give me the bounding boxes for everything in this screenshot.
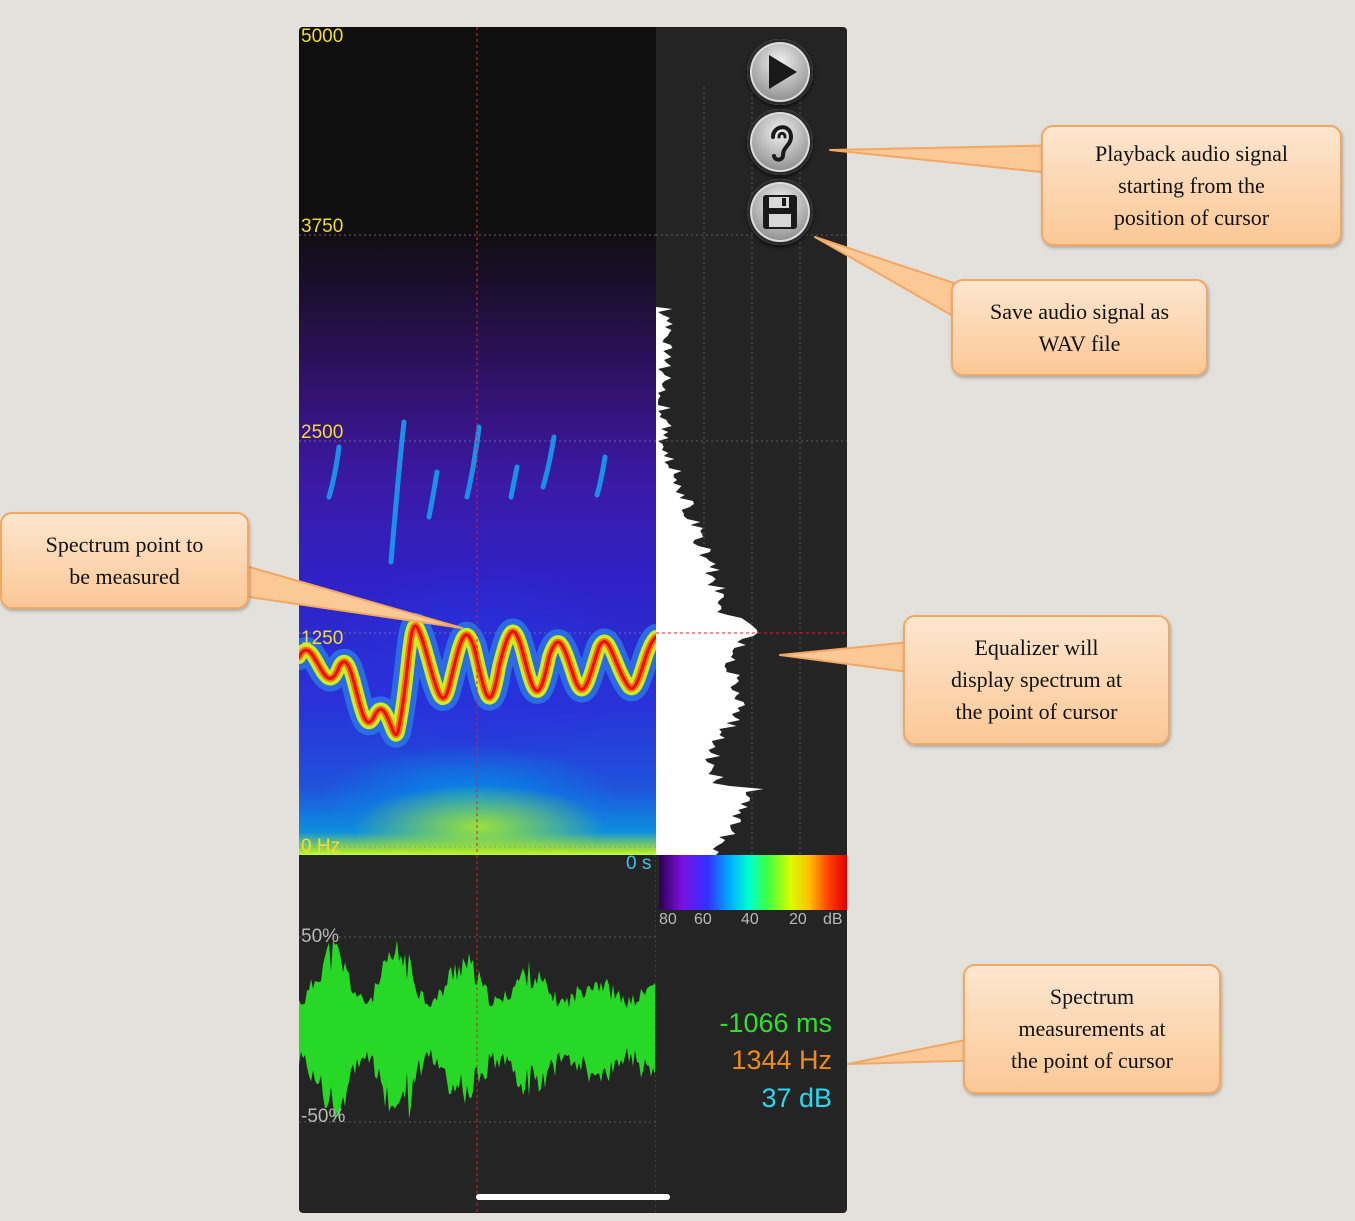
- db-label-40: 40: [741, 911, 759, 928]
- playback-callout: Playback audio signal starting from the …: [1041, 125, 1342, 246]
- spectrum-ridge: [299, 612, 656, 748]
- db-label-60: 60: [694, 911, 712, 928]
- harmonic-streaks: [326, 419, 608, 565]
- freq-label-0hz: 0 Hz: [301, 836, 341, 855]
- freq-label-1250: 1250: [301, 628, 344, 649]
- save-callout: Save audio signal as WAV file: [951, 279, 1208, 376]
- floppy-disk-icon: [763, 195, 797, 229]
- amplitude-label-top: 50%: [301, 926, 340, 947]
- play-icon: [769, 55, 797, 89]
- freq-label-2500: 2500: [301, 422, 344, 443]
- playback-callout-pointer: [829, 144, 1071, 176]
- analyzer-app: 5000 3750 2500 1250 0 Hz: [299, 27, 847, 1213]
- measure-frequency: 1344 Hz: [731, 1045, 832, 1075]
- equalizer-callout: Equalizer will display spectrum at the p…: [903, 615, 1170, 745]
- measure-time: -1066 ms: [719, 1008, 832, 1038]
- spectrum-point-callout: Spectrum point to be measured: [0, 512, 249, 609]
- home-indicator[interactable]: [476, 1194, 670, 1200]
- spectrogram-overlay: [299, 27, 656, 855]
- db-label-80: 80: [659, 911, 677, 928]
- spectrogram[interactable]: 5000 3750 2500 1250 0 Hz: [299, 27, 656, 855]
- save-button[interactable]: [747, 179, 813, 245]
- waveform[interactable]: [299, 855, 656, 1213]
- freq-label-5000: 5000: [301, 27, 344, 47]
- equalizer-panel: [656, 87, 847, 855]
- db-colorbar: [659, 855, 847, 910]
- db-label-20: 20: [789, 911, 807, 928]
- measurements-callout: Spectrum measurements at the point of cu…: [963, 964, 1221, 1094]
- time-axis-label: 0 s: [626, 853, 652, 874]
- spectrum-point-callout-pointer: [224, 559, 463, 629]
- ear-icon: [771, 125, 794, 162]
- play-button[interactable]: [747, 39, 813, 105]
- measure-level: 37 dB: [761, 1083, 832, 1113]
- equalizer-spectrum: [656, 307, 764, 855]
- listen-button[interactable]: [747, 109, 813, 175]
- db-label-unit: dB: [823, 911, 843, 928]
- amplitude-label-bottom: -50%: [301, 1106, 346, 1127]
- freq-label-3750: 3750: [301, 216, 344, 237]
